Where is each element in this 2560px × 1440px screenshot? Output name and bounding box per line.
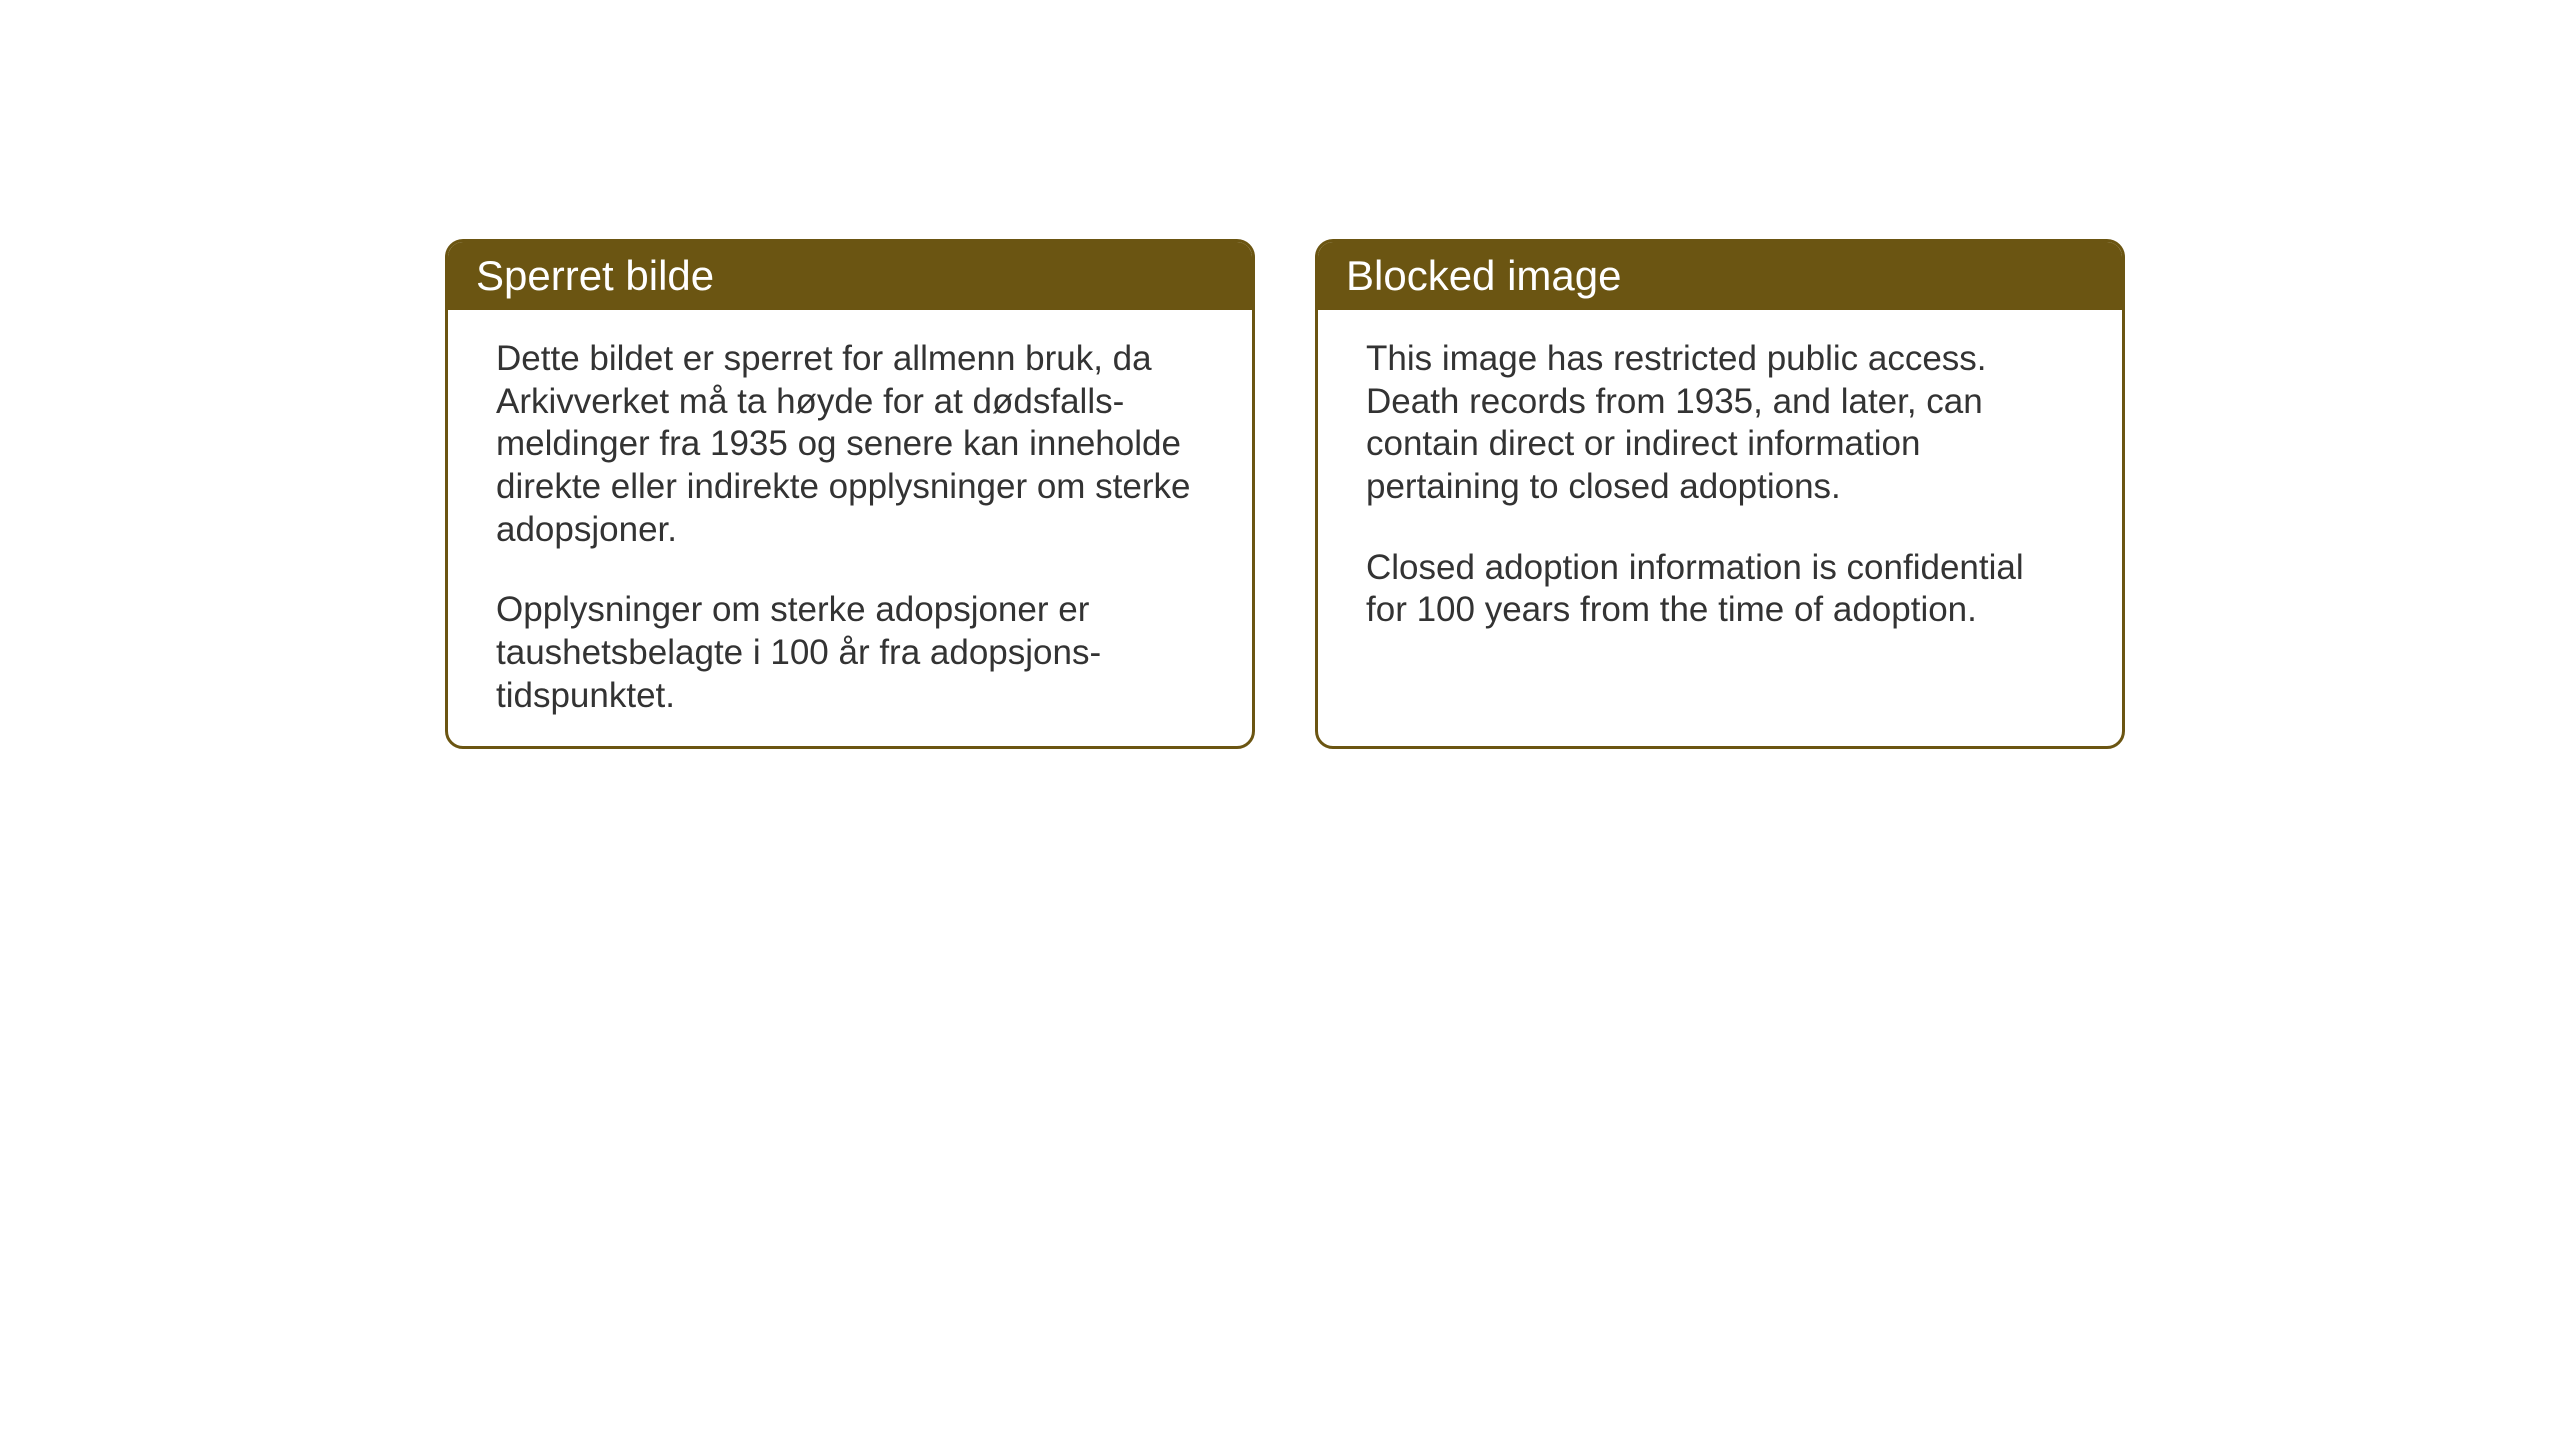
card-body-norwegian: Dette bildet er sperret for allmenn bruk… xyxy=(448,310,1252,749)
card-header-english: Blocked image xyxy=(1318,242,2122,310)
card-title-english: Blocked image xyxy=(1346,252,1621,299)
card-title-norwegian: Sperret bilde xyxy=(476,252,714,299)
card-paragraph-norwegian-1: Dette bildet er sperret for allmenn bruk… xyxy=(496,338,1204,551)
card-paragraph-english-2: Closed adoption information is confident… xyxy=(1366,547,2074,632)
card-header-norwegian: Sperret bilde xyxy=(448,242,1252,310)
notice-card-english: Blocked image This image has restricted … xyxy=(1315,239,2125,749)
card-paragraph-norwegian-2: Opplysninger om sterke adopsjoner er tau… xyxy=(496,589,1204,717)
card-paragraph-english-1: This image has restricted public access.… xyxy=(1366,338,2074,509)
notice-container: Sperret bilde Dette bildet er sperret fo… xyxy=(445,239,2125,749)
card-body-english: This image has restricted public access.… xyxy=(1318,310,2122,672)
notice-card-norwegian: Sperret bilde Dette bildet er sperret fo… xyxy=(445,239,1255,749)
